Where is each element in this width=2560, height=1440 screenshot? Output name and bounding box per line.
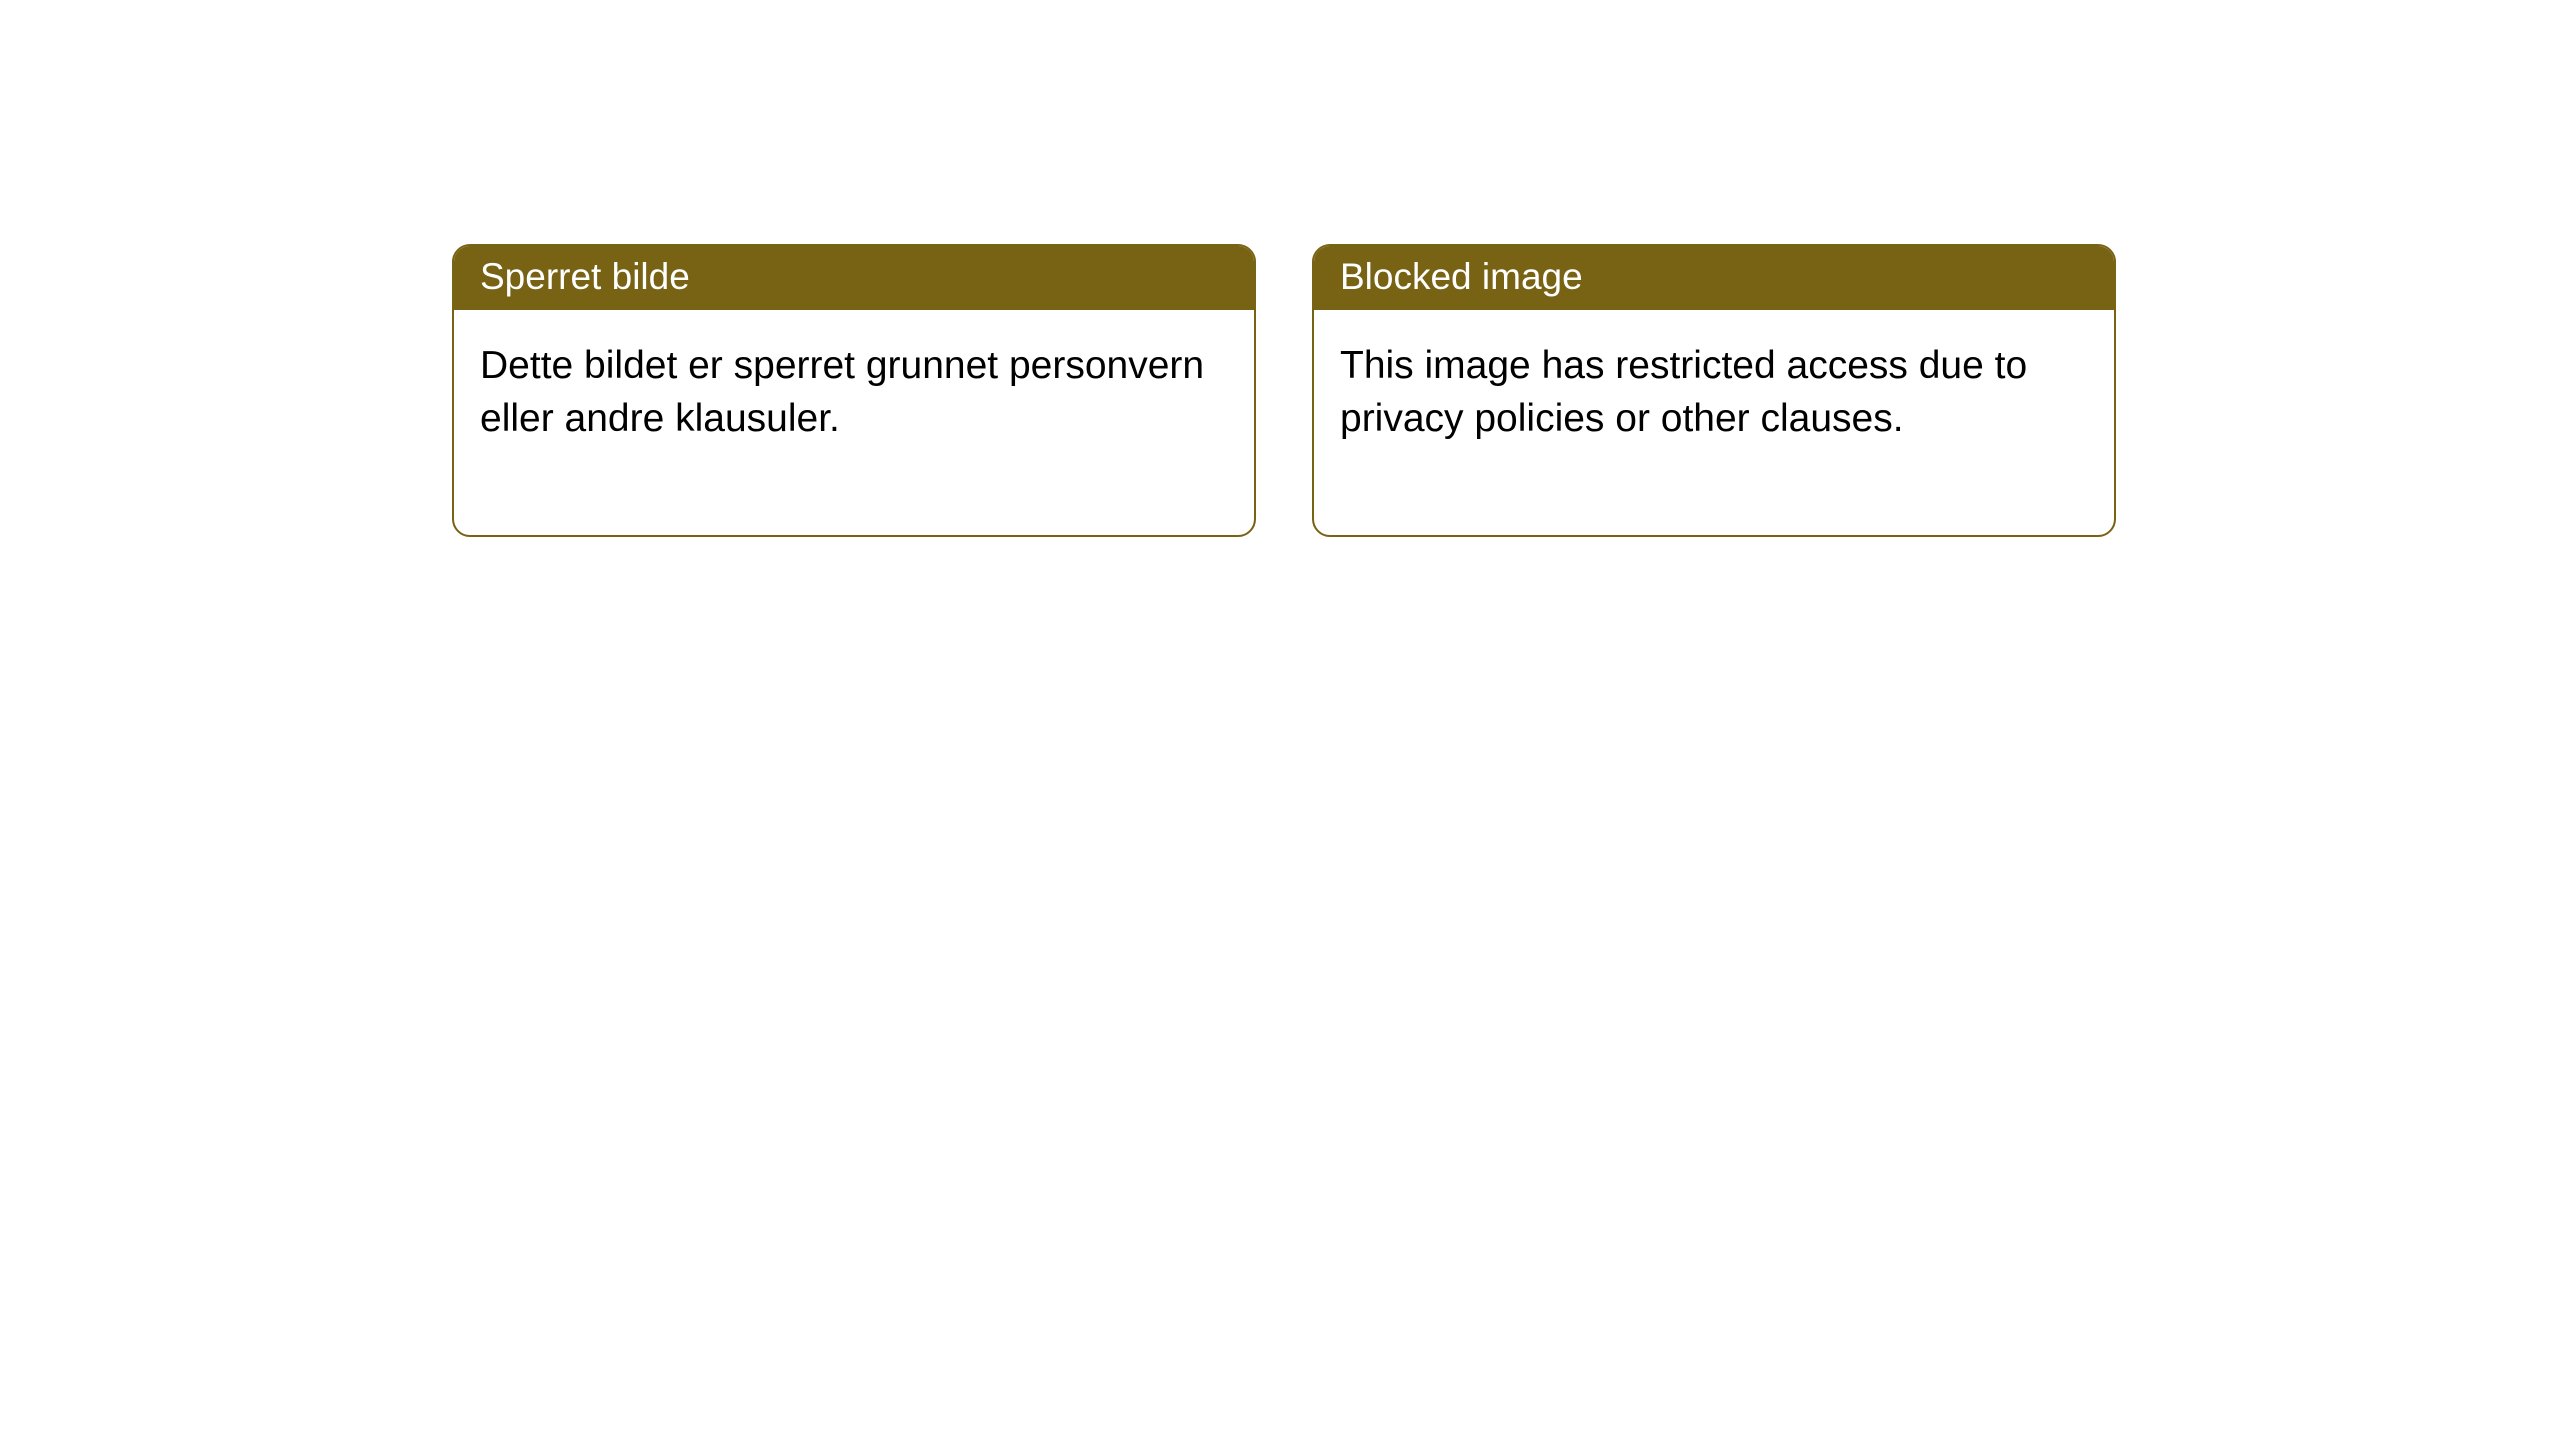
notice-body-english: This image has restricted access due to … xyxy=(1314,310,2114,535)
notice-body-norwegian: Dette bildet er sperret grunnet personve… xyxy=(454,310,1254,535)
notice-card-norwegian: Sperret bilde Dette bildet er sperret gr… xyxy=(452,244,1256,537)
notice-header-english: Blocked image xyxy=(1314,246,2114,310)
notice-card-english: Blocked image This image has restricted … xyxy=(1312,244,2116,537)
notice-container: Sperret bilde Dette bildet er sperret gr… xyxy=(452,244,2116,537)
notice-header-norwegian: Sperret bilde xyxy=(454,246,1254,310)
